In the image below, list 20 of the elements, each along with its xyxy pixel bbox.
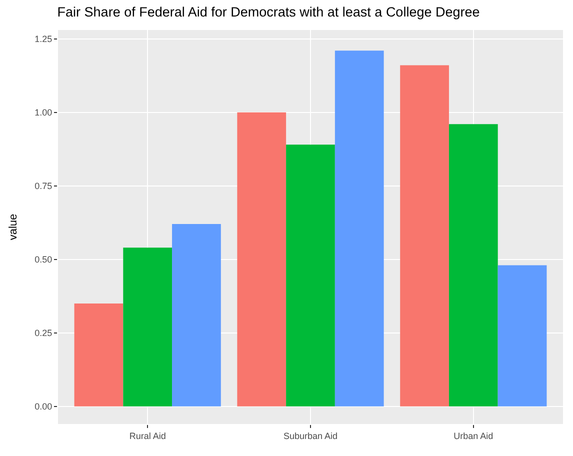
y-tick-label: 0.50 (34, 254, 52, 264)
y-tick-label: 0.75 (34, 180, 52, 191)
x-tick-label: Suburban Aid (283, 430, 338, 441)
bar (400, 65, 449, 406)
y-tick-label: 1.00 (34, 107, 52, 118)
y-tick-label: 0.25 (34, 328, 52, 338)
y-tick-label: 1.25 (34, 34, 52, 44)
chart-title: Fair Share of Federal Aid for Democrats with at least a College Degree (57, 4, 480, 20)
y-tick-label: 0.00 (34, 402, 52, 412)
x-tick-label: Urban Aid (454, 430, 494, 441)
bar (172, 224, 221, 406)
bar (334, 50, 384, 406)
bar (237, 112, 286, 406)
bar (123, 248, 172, 406)
y-axis-title: value (7, 214, 20, 240)
bar (498, 265, 547, 406)
bar (74, 303, 124, 406)
bar (448, 124, 498, 406)
bar (286, 144, 335, 406)
x-tick-label: Rural Aid (129, 430, 166, 441)
